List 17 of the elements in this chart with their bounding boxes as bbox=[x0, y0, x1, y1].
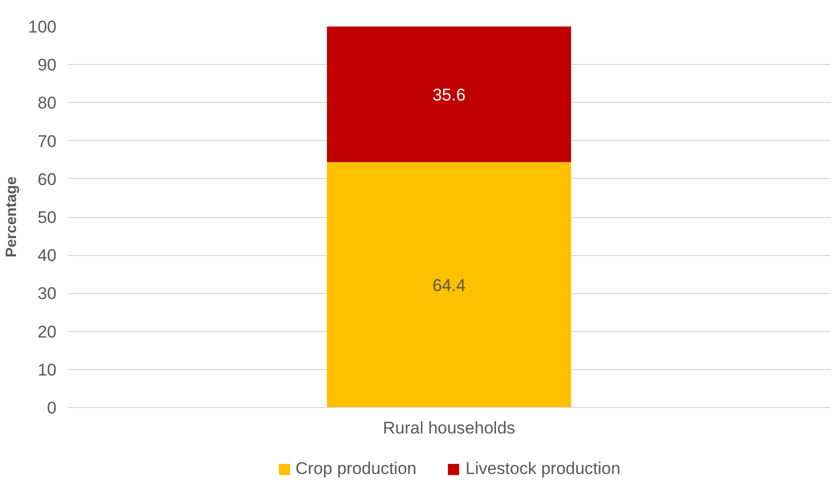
x-tick-label: Rural households bbox=[382, 418, 516, 438]
y-tick-label: 60 bbox=[38, 170, 57, 189]
y-tick-label: 10 bbox=[38, 360, 57, 380]
y-tick-label: 0 bbox=[47, 398, 57, 418]
y-tick-label: 100 bbox=[28, 18, 57, 36]
legend-label: Livestock production bbox=[465, 459, 620, 479]
y-axis-title: Percentage bbox=[3, 176, 20, 258]
legend-label: Crop production bbox=[296, 459, 416, 479]
y-tick-label: 80 bbox=[38, 94, 57, 113]
data-label: 64.4 bbox=[432, 276, 466, 295]
y-tick-label: 50 bbox=[38, 208, 57, 227]
y-tick-label: 90 bbox=[38, 56, 57, 75]
y-tick-label: 30 bbox=[38, 284, 57, 304]
y-tick-label: 40 bbox=[38, 246, 57, 266]
y-tick-label: 20 bbox=[38, 322, 57, 342]
y-tick-label: 70 bbox=[38, 132, 57, 151]
data-label: 35.6 bbox=[432, 85, 466, 104]
